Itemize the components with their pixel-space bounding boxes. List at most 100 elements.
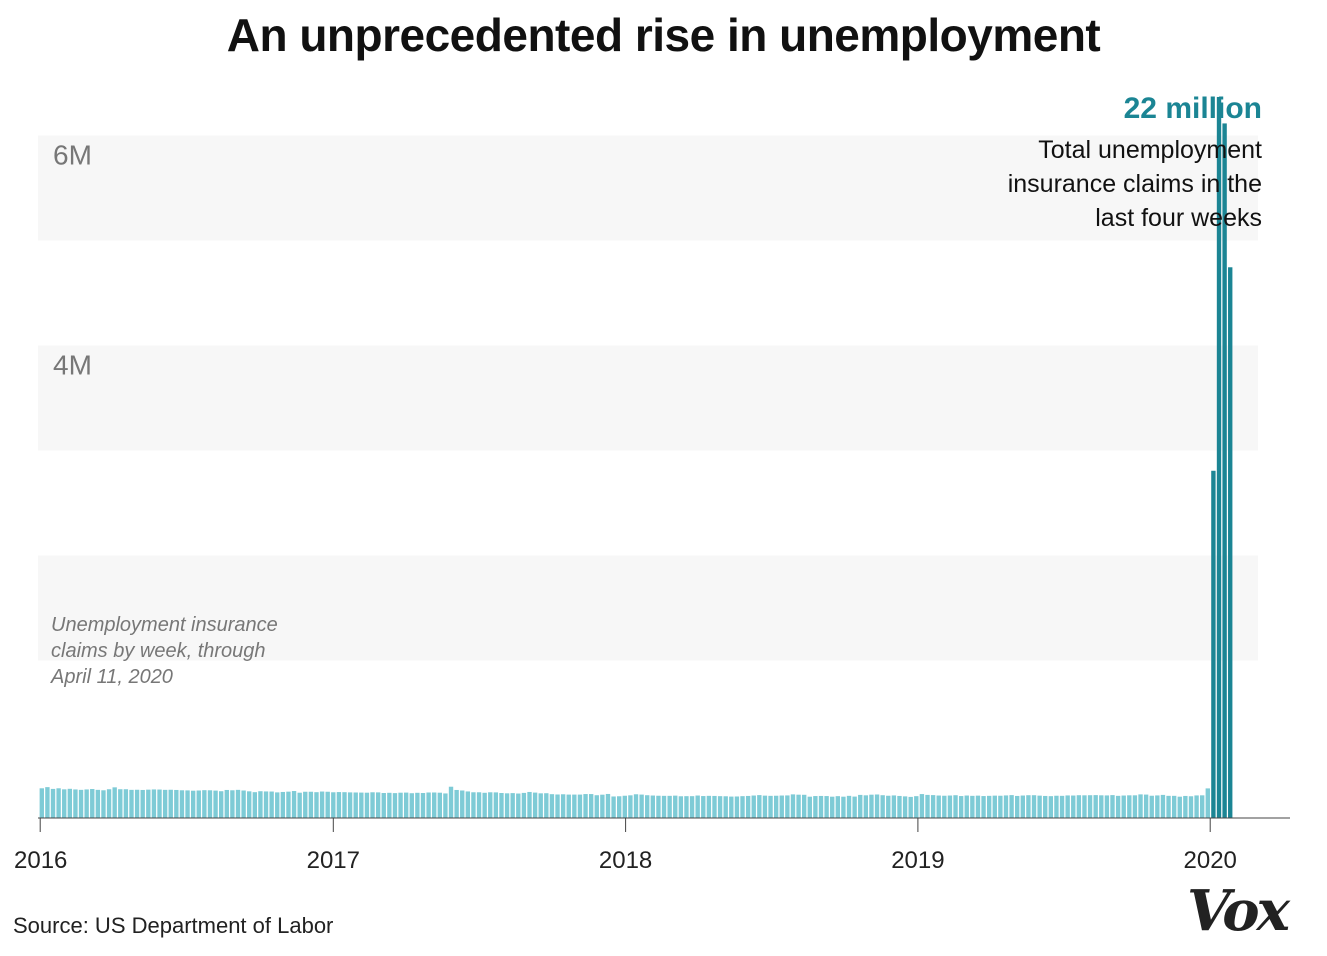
bar <box>650 795 656 818</box>
bar <box>527 791 532 818</box>
highlight-text-line: Total unemployment <box>1038 136 1262 164</box>
bar <box>594 795 599 818</box>
bar <box>919 794 925 818</box>
bar <box>90 789 95 818</box>
bar <box>818 795 824 818</box>
bar <box>1143 794 1149 818</box>
bar <box>308 791 314 818</box>
bar <box>364 792 370 818</box>
bar <box>336 792 342 818</box>
bar <box>981 796 986 818</box>
note-line: April 11, 2020 <box>50 666 173 688</box>
bar <box>734 796 740 818</box>
bar <box>858 794 863 818</box>
bar <box>1200 795 1205 818</box>
bar <box>936 795 941 818</box>
note-line: Unemployment insurance <box>51 614 278 636</box>
highlight-text-line: last four weeks <box>1095 204 1262 232</box>
bar <box>252 792 258 818</box>
bar <box>510 793 515 818</box>
bar <box>583 794 588 818</box>
bar <box>213 790 218 818</box>
bar <box>381 793 386 818</box>
bar <box>785 795 790 818</box>
bar <box>925 794 930 818</box>
bar <box>801 794 807 818</box>
bar <box>600 794 605 818</box>
bar <box>325 791 330 818</box>
x-tick-label: 2016 <box>14 847 67 874</box>
bar <box>84 789 89 818</box>
bar <box>247 791 252 818</box>
bar <box>168 789 173 818</box>
bar <box>269 791 274 818</box>
bar <box>639 794 644 818</box>
bar <box>947 795 953 818</box>
bar <box>465 791 471 818</box>
y-axis: 4M 6M <box>53 140 92 381</box>
bar <box>661 795 667 818</box>
bar <box>73 789 78 818</box>
bar <box>992 795 997 818</box>
vox-logo: Vox <box>1186 878 1290 944</box>
bar <box>1149 795 1154 818</box>
bar <box>482 792 487 818</box>
bar <box>454 789 459 818</box>
bar <box>353 792 358 818</box>
bar <box>1082 795 1087 818</box>
bar <box>1205 788 1210 818</box>
bar <box>1059 795 1065 818</box>
bar <box>275 792 280 818</box>
bar <box>1043 795 1048 818</box>
highlight-annotation: 22 million Total unemployment insurance cl… <box>1008 92 1262 232</box>
bar <box>118 789 123 818</box>
x-axis: 2016 2017 2018 2019 2020 <box>14 818 1237 874</box>
bar <box>1104 795 1110 818</box>
bar <box>549 794 555 818</box>
bar <box>95 789 101 818</box>
bar <box>942 795 947 818</box>
bar <box>1166 795 1171 818</box>
bar <box>953 795 958 818</box>
bar <box>521 792 527 818</box>
bar <box>891 795 897 818</box>
bar <box>1037 795 1042 818</box>
bar <box>773 795 779 818</box>
bar <box>1099 795 1104 818</box>
bar <box>499 793 504 818</box>
bar <box>331 792 336 818</box>
bar <box>420 793 426 818</box>
bar <box>1087 795 1093 818</box>
bar <box>617 796 622 818</box>
bar <box>146 789 151 818</box>
bar <box>415 792 420 818</box>
bar <box>460 790 465 818</box>
bar <box>970 795 975 818</box>
bar <box>230 790 235 818</box>
bar <box>1228 267 1233 818</box>
bars <box>39 96 1233 819</box>
bar <box>218 791 224 818</box>
bar <box>622 795 627 818</box>
bar <box>768 795 773 818</box>
bar <box>432 792 437 818</box>
y-tick-label: 6M <box>53 140 92 171</box>
bar <box>45 787 50 818</box>
bar <box>1155 795 1160 818</box>
bar <box>689 796 695 818</box>
bar <box>964 795 969 818</box>
bar <box>846 795 852 818</box>
bar <box>695 795 700 818</box>
bar <box>403 792 409 818</box>
bar <box>162 789 168 818</box>
bar <box>1115 795 1121 818</box>
bar <box>375 792 381 818</box>
bar <box>633 794 639 818</box>
bar <box>813 796 818 818</box>
grid-band <box>38 345 1258 451</box>
bar <box>908 796 913 818</box>
bar <box>342 792 347 818</box>
bar <box>101 790 106 818</box>
bar <box>196 790 201 818</box>
bar <box>1160 794 1166 818</box>
